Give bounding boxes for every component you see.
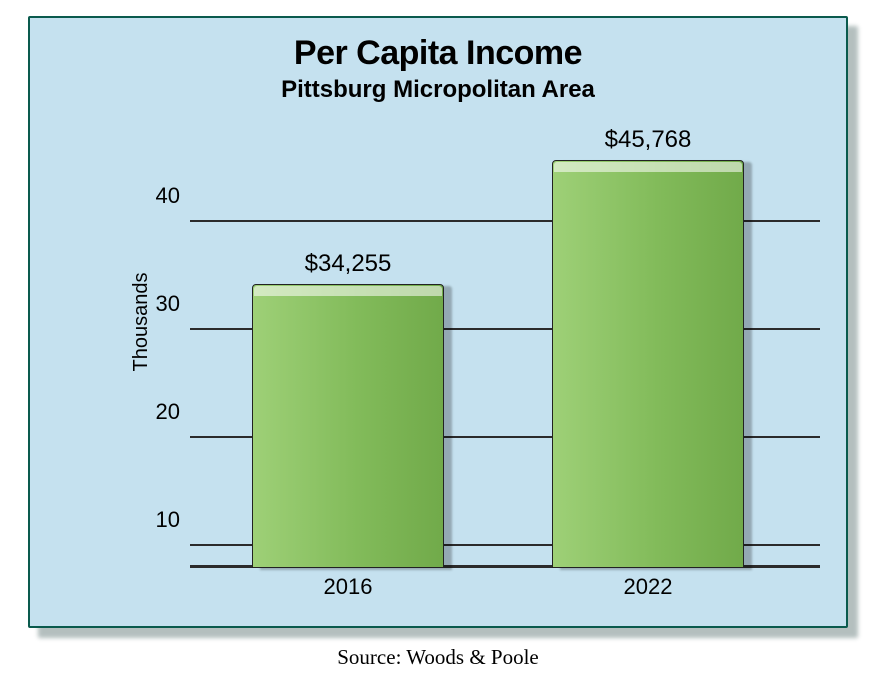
y-tick-label: 40 xyxy=(120,183,180,209)
bar-fill xyxy=(252,284,444,568)
chart-subtitle: Pittsburg Micropolitan Area xyxy=(30,76,846,104)
y-tick-label: 30 xyxy=(120,291,180,317)
y-tick-label: 20 xyxy=(120,399,180,425)
chart-title: Per Capita Income xyxy=(30,34,846,73)
chart-panel: Per Capita Income Pittsburg Micropolitan… xyxy=(28,16,848,628)
bar: $34,255 xyxy=(252,284,444,568)
bar-highlight xyxy=(554,162,742,172)
x-tick-label: 2022 xyxy=(624,574,673,600)
bar-fill xyxy=(552,160,744,568)
source-text: Source: Woods & Poole xyxy=(0,645,876,670)
plot-area: 10203040$34,2552016$45,7682022 xyxy=(190,136,820,568)
x-tick-label: 2016 xyxy=(324,574,373,600)
bar-value-label: $34,255 xyxy=(305,250,392,278)
bar-highlight xyxy=(254,286,442,296)
bar: $45,768 xyxy=(552,160,744,568)
chart-container: Per Capita Income Pittsburg Micropolitan… xyxy=(28,16,848,628)
y-tick-label: 10 xyxy=(120,507,180,533)
y-axis-label: Thousands xyxy=(130,273,153,372)
bar-value-label: $45,768 xyxy=(605,126,692,154)
